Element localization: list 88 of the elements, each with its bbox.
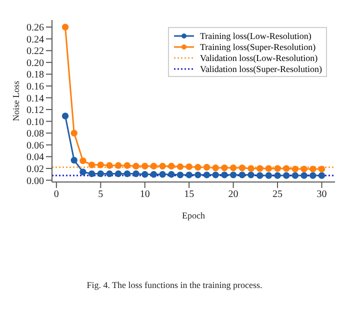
y-tick-label: 0.16 <box>26 82 44 93</box>
point <box>124 162 131 169</box>
point <box>150 162 158 170</box>
point <box>238 172 246 178</box>
point <box>106 162 113 169</box>
point <box>248 172 254 178</box>
point <box>142 170 148 178</box>
point <box>230 172 237 178</box>
point <box>212 172 219 178</box>
x-tick-label: 20 <box>228 189 238 200</box>
point <box>274 165 281 172</box>
x-tick-label: 15 <box>184 189 194 200</box>
point <box>159 162 166 170</box>
point <box>186 163 192 170</box>
point <box>318 166 326 172</box>
point <box>88 170 96 178</box>
point <box>248 165 254 172</box>
legend-label: Training loss(Low-Resolution) <box>200 30 312 40</box>
point <box>106 170 113 178</box>
point <box>256 172 264 179</box>
point <box>168 162 175 170</box>
point <box>265 172 272 179</box>
point <box>292 172 299 179</box>
x-tick-label: 30 <box>316 189 327 200</box>
y-tick-label: 0.04 <box>26 152 44 164</box>
y-tick-label: 0.18 <box>26 70 44 81</box>
point <box>168 170 175 178</box>
point <box>221 172 228 178</box>
y-tick-label: 0.26 <box>26 22 44 34</box>
point <box>159 170 166 178</box>
y-tick-label: 0.08 <box>26 128 44 140</box>
point <box>265 165 272 172</box>
point <box>70 156 78 164</box>
y-tick-label: 0.20 <box>26 58 44 69</box>
point <box>62 24 69 30</box>
point <box>186 172 192 178</box>
point <box>310 172 316 179</box>
y-axis-title: Noise Loss <box>11 80 22 122</box>
point <box>176 163 184 170</box>
legend-label: Validation loss(Super-Resolution) <box>200 64 322 74</box>
point <box>203 164 210 171</box>
point <box>80 157 86 164</box>
point <box>300 172 308 179</box>
point <box>132 170 140 178</box>
point <box>292 166 299 172</box>
point <box>274 172 281 179</box>
point <box>194 172 202 178</box>
legend-label: Validation loss(Low-Resolution) <box>200 52 318 62</box>
point <box>150 170 158 178</box>
point <box>176 172 184 178</box>
point <box>70 130 78 136</box>
y-tick-label: 0.02 <box>26 164 44 175</box>
point <box>88 162 96 168</box>
point <box>62 112 69 120</box>
y-tick-label: 0.06 <box>26 140 44 152</box>
point <box>318 172 326 179</box>
y-tick-label: 0.14 <box>26 93 44 104</box>
point <box>230 164 237 172</box>
point <box>310 166 316 172</box>
point <box>97 162 104 168</box>
x-tick-label: 5 <box>98 189 104 200</box>
x-tick-label: 0 <box>54 189 59 200</box>
point <box>238 164 246 172</box>
point <box>256 165 264 172</box>
x-tick-label: 10 <box>140 189 150 200</box>
point <box>142 162 148 170</box>
point <box>124 170 131 178</box>
y-tick-label: 0.10 <box>26 116 44 128</box>
y-tick-label: 0.22 <box>26 46 44 58</box>
point <box>132 162 140 170</box>
y-tick-label: 0.24 <box>26 34 44 46</box>
point <box>283 172 290 179</box>
point <box>97 170 104 178</box>
point <box>114 162 122 169</box>
point <box>212 164 219 172</box>
point <box>194 164 202 171</box>
caption: Fig. 4. The loss functions in the training process. <box>86 280 264 290</box>
point <box>80 168 86 176</box>
y-tick-label: 0.00 <box>26 176 44 187</box>
point <box>300 166 308 172</box>
point <box>114 170 122 178</box>
x-axis-title: Epoch <box>182 210 206 220</box>
legend-label: Training loss(Super-Resolution) <box>200 42 316 52</box>
point <box>283 165 290 172</box>
x-tick-label: 25 <box>272 189 283 200</box>
point <box>221 164 228 172</box>
y-tick-label: 0.12 <box>26 105 44 116</box>
point <box>203 172 210 178</box>
